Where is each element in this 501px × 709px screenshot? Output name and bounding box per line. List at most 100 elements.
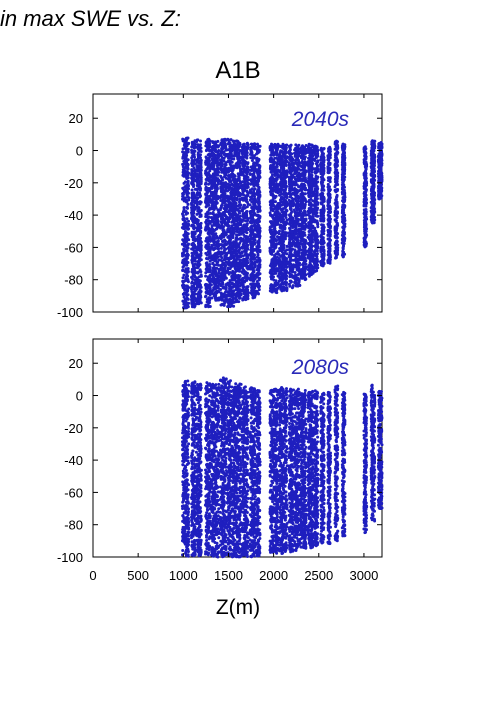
data-point bbox=[252, 253, 256, 257]
data-point bbox=[195, 158, 198, 162]
data-point bbox=[190, 251, 194, 255]
data-point bbox=[220, 267, 224, 271]
data-point bbox=[274, 187, 278, 191]
data-point bbox=[199, 251, 203, 255]
data-point bbox=[207, 286, 211, 290]
data-point bbox=[190, 295, 194, 299]
data-point bbox=[236, 279, 240, 282]
data-point bbox=[233, 282, 236, 286]
data-point bbox=[215, 291, 218, 295]
data-point bbox=[181, 150, 185, 154]
data-point bbox=[215, 164, 219, 168]
data-point bbox=[183, 232, 187, 235]
data-point bbox=[234, 287, 238, 291]
data-point bbox=[280, 188, 284, 192]
data-point bbox=[288, 204, 292, 208]
data-point bbox=[232, 248, 236, 252]
data-point bbox=[284, 258, 288, 262]
data-point bbox=[181, 254, 184, 258]
data-point bbox=[190, 182, 194, 185]
data-point bbox=[282, 237, 286, 241]
data-point bbox=[195, 252, 199, 256]
data-point bbox=[244, 219, 247, 223]
data-point bbox=[190, 213, 194, 216]
data-point bbox=[230, 295, 234, 299]
data-point bbox=[196, 218, 200, 222]
data-point bbox=[197, 285, 201, 289]
data-point bbox=[212, 282, 216, 285]
data-point bbox=[280, 276, 284, 280]
data-point bbox=[235, 236, 238, 239]
data-point bbox=[219, 226, 222, 230]
data-point bbox=[233, 203, 237, 207]
data-point bbox=[207, 149, 211, 153]
data-point bbox=[245, 165, 249, 169]
data-point bbox=[199, 161, 203, 164]
data-point bbox=[243, 178, 247, 182]
data-point bbox=[246, 145, 250, 149]
data-point bbox=[284, 184, 288, 188]
data-point bbox=[207, 199, 211, 203]
data-point bbox=[255, 168, 259, 172]
data-point bbox=[182, 248, 186, 252]
data-point bbox=[212, 167, 216, 170]
panel-title: A1B bbox=[215, 57, 261, 84]
data-point bbox=[257, 278, 261, 282]
data-point bbox=[182, 187, 186, 191]
data-point bbox=[251, 293, 255, 297]
data-point bbox=[269, 187, 273, 191]
data-point bbox=[193, 145, 197, 149]
data-point bbox=[240, 282, 244, 285]
data-point bbox=[242, 144, 246, 148]
data-point bbox=[241, 162, 245, 166]
data-point bbox=[251, 217, 255, 221]
data-point bbox=[186, 293, 190, 297]
data-point bbox=[241, 276, 245, 280]
data-point bbox=[282, 145, 286, 149]
data-point bbox=[204, 294, 208, 298]
data-point bbox=[214, 274, 218, 278]
data-point bbox=[258, 164, 262, 168]
data-point bbox=[210, 229, 214, 233]
data-point bbox=[181, 168, 185, 172]
data-point bbox=[204, 271, 208, 275]
data-point bbox=[226, 266, 230, 270]
data-point bbox=[237, 217, 241, 221]
data-point bbox=[250, 200, 254, 204]
data-point bbox=[271, 249, 275, 253]
data-point bbox=[181, 191, 185, 195]
data-point bbox=[183, 257, 187, 261]
data-point bbox=[210, 278, 214, 282]
data-point bbox=[192, 226, 195, 230]
data-point bbox=[183, 196, 187, 200]
data-point bbox=[181, 299, 185, 303]
data-point bbox=[257, 265, 260, 269]
data-point bbox=[185, 244, 189, 248]
data-point bbox=[191, 231, 195, 235]
data-point bbox=[277, 174, 281, 178]
data-point bbox=[182, 306, 185, 310]
data-point bbox=[227, 291, 231, 295]
data-point bbox=[195, 178, 199, 182]
data-point bbox=[197, 209, 201, 213]
data-point bbox=[279, 208, 283, 211]
data-point bbox=[275, 288, 279, 292]
data-point bbox=[197, 227, 201, 231]
data-point bbox=[253, 205, 256, 208]
data-point bbox=[253, 241, 257, 245]
data-point bbox=[191, 245, 195, 249]
data-point bbox=[227, 263, 231, 267]
data-point bbox=[244, 212, 248, 215]
data-point bbox=[251, 210, 255, 214]
data-point bbox=[257, 201, 261, 205]
data-point bbox=[255, 161, 259, 165]
data-point bbox=[184, 277, 188, 281]
data-point bbox=[272, 184, 276, 188]
data-point bbox=[215, 187, 219, 191]
data-point bbox=[197, 256, 201, 260]
data-point bbox=[249, 156, 253, 160]
data-point bbox=[249, 260, 253, 263]
data-point bbox=[227, 199, 231, 203]
data-point bbox=[210, 204, 214, 208]
